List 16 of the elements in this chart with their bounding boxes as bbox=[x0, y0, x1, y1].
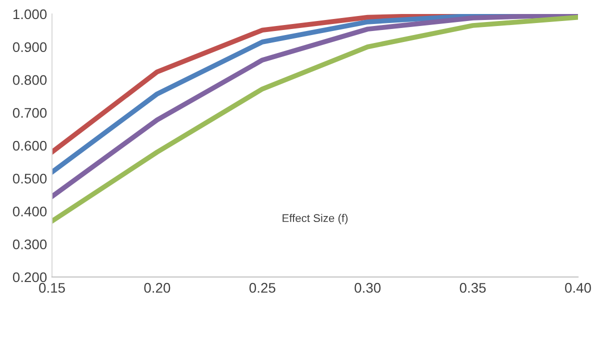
y-tick-label: 0.500 bbox=[12, 174, 47, 184]
x-axis-title: Effect Size (f) bbox=[282, 214, 348, 224]
y-tick-label: 1.000 bbox=[13, 9, 47, 20]
y-tick-label: 0.300 bbox=[12, 239, 47, 250]
x-tick-label: 0.35 bbox=[460, 282, 486, 293]
y-tick-label: 0.600 bbox=[12, 140, 47, 151]
y-tick-label: 0.800 bbox=[12, 75, 47, 85]
x-tick-label: 0.20 bbox=[144, 282, 170, 293]
y-tick-label: 0.200 bbox=[12, 272, 47, 282]
x-tick-label: 0.30 bbox=[354, 282, 381, 293]
y-tick-label: 0.400 bbox=[12, 206, 47, 216]
x-tick-label: 0.15 bbox=[39, 282, 65, 293]
y-tick-label: 0.900 bbox=[12, 42, 47, 52]
x-tick-label: 0.25 bbox=[249, 282, 276, 293]
y-tick-label: 0.700 bbox=[12, 108, 47, 118]
x-tick-label: 0.40 bbox=[565, 282, 591, 293]
